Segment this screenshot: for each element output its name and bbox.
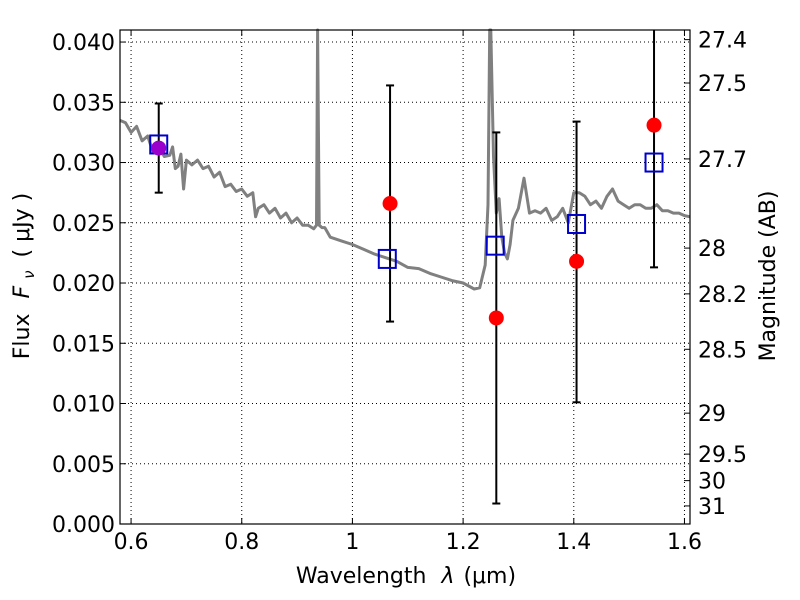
markers: [149, 117, 664, 326]
x-tick-label: 0.6: [114, 530, 149, 555]
y2-tick-label: 27.7: [698, 148, 747, 173]
x-tick-label: 1.6: [667, 530, 702, 555]
x-tick-label: 1.4: [556, 530, 591, 555]
x-tick-labels: 0.6 0.8 1 1.2 1.4 1.6: [114, 530, 702, 555]
y2-tick-label: 28.2: [698, 283, 747, 308]
model-point: [377, 248, 397, 269]
y-tick-label: 0.005: [52, 453, 115, 478]
observed-point: [151, 140, 167, 156]
x-tick-label: 1: [345, 530, 359, 555]
y-tick-label: 0.030: [52, 152, 115, 177]
grid: [120, 30, 690, 525]
spectrum-series: [119, 28, 691, 291]
spectrum-line: [119, 28, 691, 291]
y2-tick-label: 31: [698, 495, 726, 520]
y-tick-label: 0.020: [52, 272, 115, 297]
y-tick-label: 0.035: [52, 91, 115, 116]
y-tick-label: 0.010: [52, 393, 115, 418]
y2-tick-label: 29.5: [698, 443, 747, 468]
y-tick-label: 0.025: [52, 212, 115, 237]
y2-axis-label: Magnitude (AB): [756, 191, 781, 362]
y2-tick-label: 29: [698, 402, 726, 427]
ticks: [120, 30, 690, 525]
observed-point: [488, 310, 504, 326]
x-axis-label: Wavelength λ (μm): [296, 564, 516, 589]
y-tick-label: 0.040: [52, 31, 115, 56]
model-point: [644, 152, 664, 173]
model-point: [485, 235, 505, 256]
y-axis-label: Flux F ν ( μJy ): [10, 193, 40, 359]
plot-frame: [119, 29, 691, 525]
y2-tick-label: 27.4: [698, 29, 747, 54]
y-tick-label: 0.000: [52, 513, 115, 538]
observed-point: [569, 253, 585, 269]
y2-tick-label: 28: [698, 237, 726, 262]
y2-tick-label: 30: [698, 470, 726, 495]
x-tick-label: 1.2: [446, 530, 481, 555]
observed-point: [382, 196, 398, 212]
y-tick-labels: 0.000 0.005 0.010 0.015 0.020 0.025 0.030 0.035…: [52, 31, 115, 538]
y-tick-label: 0.015: [52, 332, 115, 357]
model-point: [567, 213, 587, 234]
x-tick-label: 0.8: [224, 530, 259, 555]
y2-tick-label: 27.5: [698, 72, 747, 97]
observed-point: [646, 117, 662, 133]
y2-tick-label: 28.5: [698, 338, 747, 363]
